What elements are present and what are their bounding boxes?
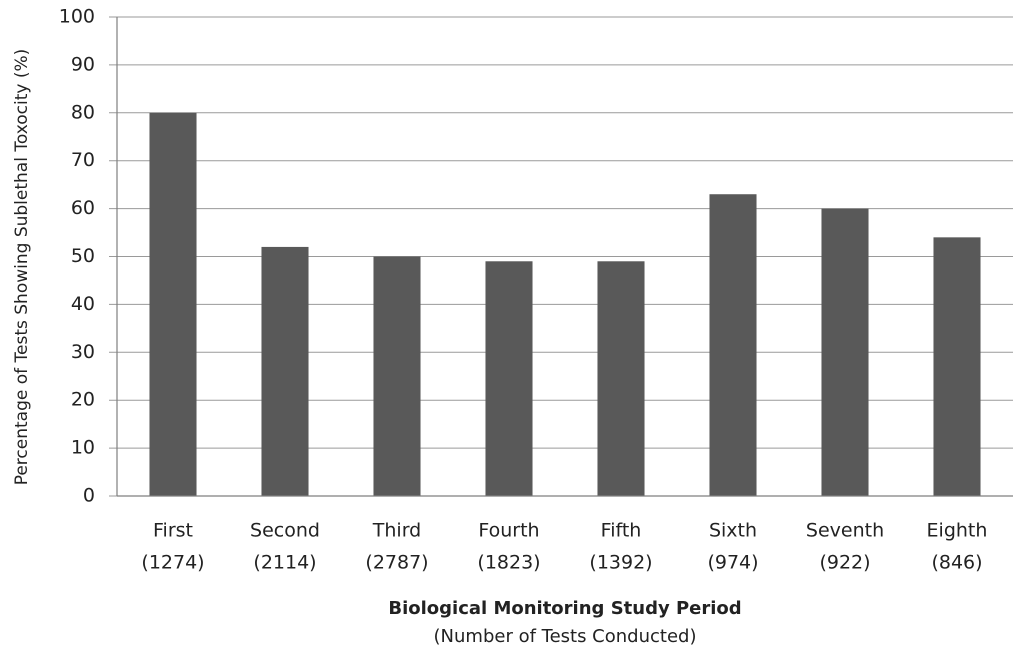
x-tick-label: Fourth xyxy=(478,520,539,542)
y-tick-label: 10 xyxy=(71,437,95,459)
x-tick-label: (1274) xyxy=(141,552,204,574)
bar xyxy=(485,261,533,496)
x-tick-label: (974) xyxy=(707,552,758,574)
bar xyxy=(597,261,645,496)
x-tick-label: Seventh xyxy=(806,520,884,542)
y-tick-label: 80 xyxy=(71,101,95,123)
y-tick-label: 40 xyxy=(71,293,95,315)
bar xyxy=(933,237,981,496)
y-tick-label: 50 xyxy=(71,245,95,267)
x-axis-subtitle: (Number of Tests Conducted) xyxy=(434,626,697,647)
x-tick-label: (1392) xyxy=(589,552,652,574)
x-axis-title: Biological Monitoring Study Period xyxy=(388,598,741,619)
x-tick-label: Sixth xyxy=(709,520,757,542)
y-tick-label: 70 xyxy=(71,149,95,171)
bar xyxy=(373,256,421,496)
x-tick-label: (922) xyxy=(819,552,870,574)
y-tick-label: 60 xyxy=(71,197,95,219)
y-tick-label: 100 xyxy=(59,6,95,28)
x-tick-label: (846) xyxy=(931,552,982,574)
y-tick-label: 0 xyxy=(83,485,95,507)
x-tick-label: Fifth xyxy=(601,520,642,542)
bar xyxy=(821,208,869,496)
y-tick-label: 30 xyxy=(71,341,95,363)
x-tick-label: Third xyxy=(372,520,421,542)
x-tick-label: Second xyxy=(250,520,320,542)
x-tick-label: (2787) xyxy=(365,552,428,574)
y-axis-title: Percentage of Tests Showing Sublethal To… xyxy=(12,49,32,486)
x-tick-label: Eighth xyxy=(927,520,988,542)
x-tick-label: (2114) xyxy=(253,552,316,574)
x-tick-label: First xyxy=(153,520,193,542)
x-tick-label: (1823) xyxy=(477,552,540,574)
bar xyxy=(149,112,197,497)
y-tick-label: 20 xyxy=(71,389,95,411)
bar xyxy=(261,246,309,496)
y-tick-label: 90 xyxy=(71,53,95,75)
bar xyxy=(709,194,757,497)
